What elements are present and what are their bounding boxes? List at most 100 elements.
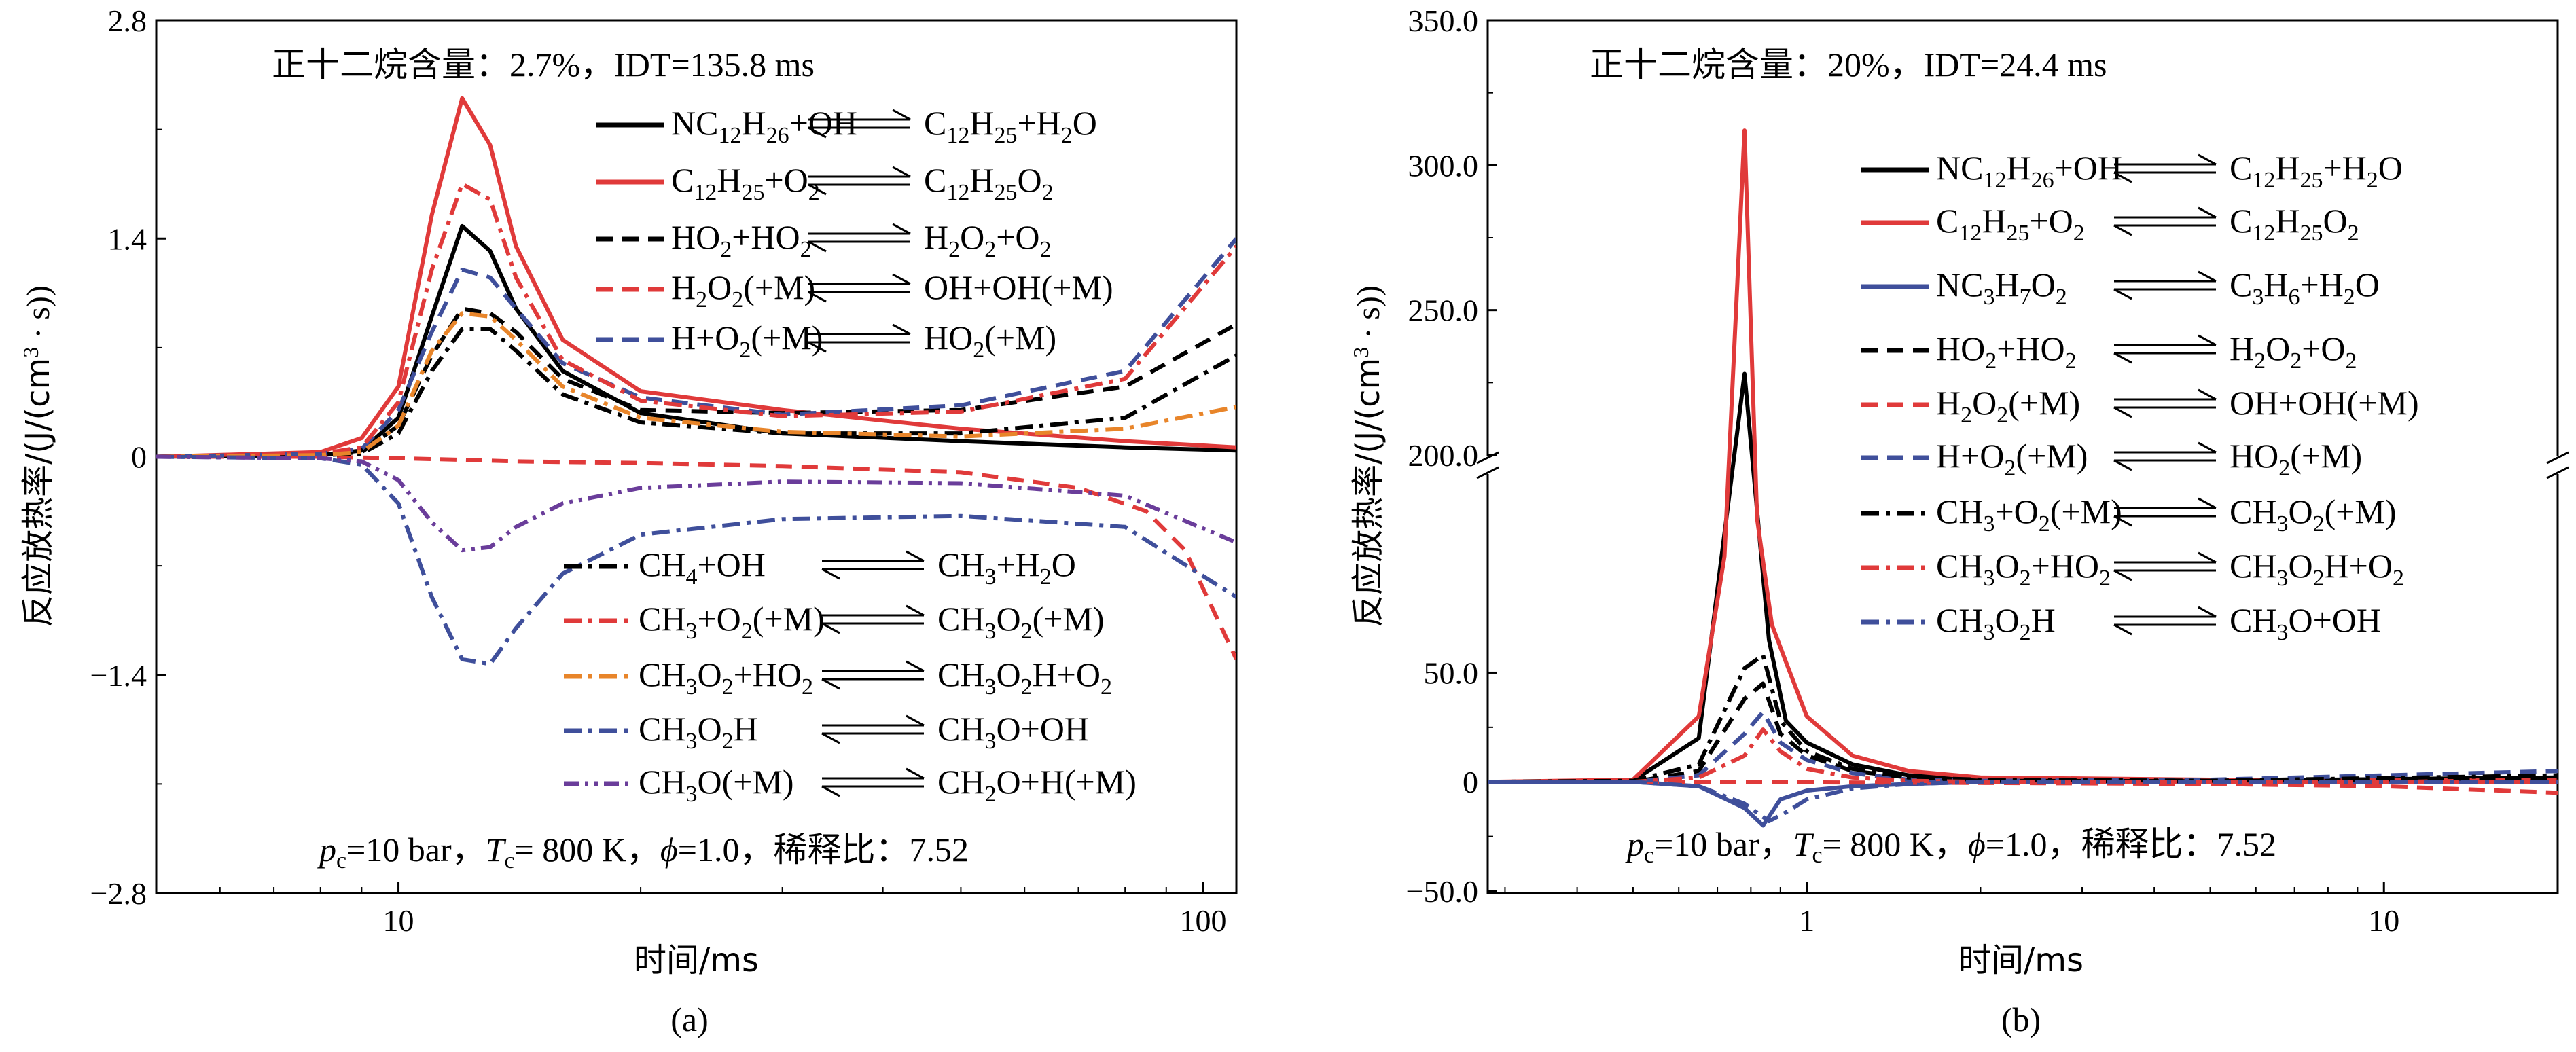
equilibrium-arrow-back-head — [808, 341, 827, 353]
series-line-a-7 — [156, 311, 1236, 459]
legend-product-b: CH3O2(+M) — [2230, 492, 2397, 537]
series-line-a-1 — [156, 96, 1236, 459]
panel-a-caption: (a) — [670, 1000, 709, 1038]
legend-product-b: CH3O2H+O2 — [2230, 547, 2404, 591]
series-line-a-6 — [156, 181, 1236, 459]
panel-a: 2.8 1.4 0 −1.4 −2.8 10 100 正十二烷含量：2.7%，IDT=135… — [18, 3, 1238, 1038]
legend-product-b: C12H25+H2O — [2230, 149, 2403, 193]
legend-product-b: H2O2+O2 — [2230, 329, 2357, 374]
legend-reactant-b: CH3+O2(+M) — [1936, 492, 2122, 537]
y-tick-label-a: 0 — [131, 440, 147, 475]
axis-break-mark — [2546, 451, 2569, 465]
legend-product-a: C12H25O2 — [924, 161, 1054, 205]
equilibrium-arrow-back-head — [808, 183, 827, 196]
legend-reactant-b: HO2+HO2 — [1936, 329, 2077, 374]
series-line-a-9 — [156, 454, 1236, 553]
axis-break-gap — [1478, 456, 1497, 474]
equilibrium-arrow-back-head — [2113, 406, 2132, 418]
equilibrium-arrow-back-head — [2113, 623, 2132, 636]
equilibrium-arrow-forward-head — [906, 550, 925, 562]
x-tick-label-b: 1 — [1799, 903, 1814, 938]
equilibrium-arrow-back-head — [2113, 459, 2132, 471]
legend-product-a: CH2O+H(+M) — [937, 763, 1137, 807]
legend-reactant-b: CH3O2+HO2 — [1936, 547, 2111, 591]
legend-product-a: CH3O+OH — [937, 710, 1089, 754]
series-line-b-6 — [1488, 653, 2558, 784]
equilibrium-arrow-forward-head — [892, 166, 911, 178]
legend-a: NC12H26+OH C12H25+H2O C12H25+O2 C12H25O2 HO2… — [564, 104, 1137, 807]
equilibrium-arrow-back-head — [2113, 352, 2132, 364]
y-tick-label-a: 1.4 — [108, 221, 147, 256]
equilibrium-arrow-forward-head — [2198, 153, 2217, 166]
series-group-a — [156, 96, 1236, 666]
axis-break-mark — [2546, 466, 2569, 479]
equilibrium-arrow-back-head — [2113, 171, 2132, 183]
axis-break-mark — [1476, 451, 1499, 465]
conditions-a: pc=10 bar，Tc= 800 K，ϕ=1.0，稀释比：7.52 — [317, 831, 969, 873]
panel-a-title: 正十二烷含量：2.7%，IDT=135.8 ms — [272, 45, 815, 84]
equilibrium-arrow-forward-head — [2198, 388, 2217, 401]
equilibrium-arrow-forward-head — [892, 109, 911, 121]
series-line-b-8 — [1488, 780, 2558, 824]
y-tick-label-b: 0 — [1463, 765, 1478, 799]
equilibrium-arrow-back-head — [2113, 569, 2132, 581]
x-tick-label-b: 10 — [2368, 903, 2399, 938]
equilibrium-arrow-back-head — [2113, 224, 2132, 236]
equilibrium-arrow-back-head — [821, 785, 840, 797]
legend-b: NC12H26+OH C12H25+H2O C12H25+O2 C12H25O2 NC3… — [1861, 149, 2419, 645]
legend-product-a: H2O2+O2 — [924, 218, 1052, 262]
equilibrium-arrow-forward-head — [906, 714, 925, 727]
legend-reactant-a: CH3O2H — [639, 710, 758, 754]
legend-product-a: CH3O2H+O2 — [937, 655, 1112, 700]
legend-reactant-b: H2O2(+M) — [1936, 384, 2080, 428]
legend-reactant-a: CH3O2+HO2 — [639, 655, 813, 700]
y-tick-label-b: −50.0 — [1406, 874, 1478, 909]
equilibrium-arrow-forward-head — [906, 660, 925, 672]
equilibrium-arrow-forward-head — [2198, 606, 2217, 618]
series-line-a-8 — [156, 454, 1236, 666]
y-tick-label-a: −2.8 — [90, 876, 147, 911]
ticks-b: 350.0 300.0 250.0 200.0 50.0 0 −50.0 1 10 — [1406, 3, 2569, 938]
equilibrium-arrow-back-head — [2113, 515, 2132, 527]
equilibrium-arrow-forward-head — [2198, 270, 2217, 283]
legend-reactant-a: H2O2(+M) — [671, 268, 815, 312]
equilibrium-arrow-forward-head — [892, 323, 911, 335]
y-tick-label-b: 250.0 — [1408, 293, 1479, 328]
legend-product-b: OH+OH(+M) — [2230, 384, 2419, 422]
y-tick-label-b: 200.0 — [1408, 438, 1479, 473]
panel-b: 350.0 300.0 250.0 200.0 50.0 0 −50.0 1 10 正十二烷含量… — [1348, 3, 2569, 1038]
legend-reactant-b: NC3H7O2 — [1936, 266, 2067, 310]
legend-product-a: CH3+H2O — [937, 545, 1076, 590]
legend-reactant-a: NC12H26+OH — [671, 104, 857, 148]
equilibrium-arrow-forward-head — [892, 223, 911, 235]
equilibrium-arrow-back-head — [808, 291, 827, 303]
equilibrium-arrow-back-head — [821, 622, 840, 634]
equilibrium-arrow-forward-head — [2198, 441, 2217, 454]
axis-break-mark — [1476, 466, 1499, 479]
legend-reactant-b: CH3O2H — [1936, 601, 2056, 645]
x-tick-label-a: 10 — [383, 903, 414, 938]
y-tick-label-a: 2.8 — [108, 3, 147, 38]
legend-product-a: HO2(+M) — [924, 319, 1056, 363]
y-tick-label-b: 350.0 — [1408, 3, 1479, 38]
equilibrium-arrow-forward-head — [906, 767, 925, 780]
equilibrium-arrow-back-head — [2113, 288, 2132, 300]
legend-reactant-a: H+O2(+M) — [671, 319, 823, 363]
x-tick-label-a: 100 — [1179, 903, 1226, 938]
panel-b-title: 正十二烷含量：20%，IDT=24.4 ms — [1590, 45, 2107, 84]
y-tick-label-b: 300.0 — [1408, 148, 1479, 183]
legend-reactant-a: CH4+OH — [639, 545, 766, 590]
legend-product-a: OH+OH(+M) — [924, 268, 1113, 306]
conditions-b: pc=10 bar，Tc= 800 K，ϕ=1.0，稀释比：7.52 — [1625, 825, 2276, 868]
axis-break-gap — [2548, 456, 2567, 474]
x-axis-label-b: 时间/ms — [1958, 941, 2083, 979]
legend-product-b: C12H25O2 — [2230, 202, 2359, 246]
equilibrium-arrow-back-head — [821, 568, 840, 580]
y-axis-label-a: 反应放热率/(J/(cm3 · s)) — [18, 285, 57, 628]
y-tick-label-a: −1.4 — [90, 658, 147, 693]
panel-b-caption: (b) — [2001, 1000, 2041, 1038]
legend-product-a: C12H25+H2O — [924, 104, 1097, 148]
equilibrium-arrow-forward-head — [906, 604, 925, 617]
y-tick-label-b: 50.0 — [1424, 655, 1479, 690]
